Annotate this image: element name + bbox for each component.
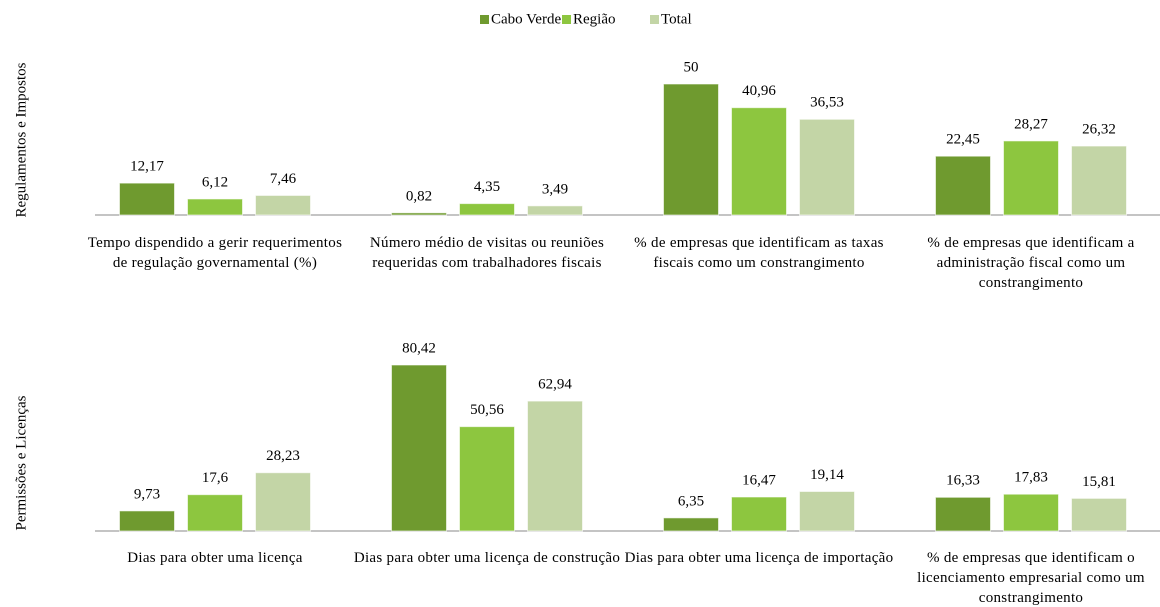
data-label: 62,94 bbox=[538, 377, 572, 393]
data-label: 22,45 bbox=[946, 132, 980, 148]
bar bbox=[799, 118, 855, 216]
bar bbox=[391, 364, 447, 532]
data-label: 0,82 bbox=[406, 188, 432, 204]
bar bbox=[1071, 145, 1127, 216]
x-tick-label: % de empresas que identificam as taxas f… bbox=[634, 235, 884, 271]
data-label: 80,42 bbox=[402, 340, 436, 356]
legend-label: Região bbox=[573, 11, 616, 27]
legend-label: Total bbox=[661, 11, 692, 27]
x-tick-label: % de empresas que identificam a administ… bbox=[927, 235, 1135, 291]
bar bbox=[527, 400, 583, 532]
x-tick-label: Tempo dispendido a gerir requerimentos d… bbox=[87, 235, 343, 271]
x-tick-label: Dias para obter uma licença de importaçã… bbox=[624, 550, 894, 566]
data-label: 50,56 bbox=[470, 402, 504, 418]
data-label: 6,12 bbox=[202, 174, 228, 190]
legend-swatch bbox=[562, 15, 571, 24]
bar bbox=[119, 182, 175, 216]
bar bbox=[663, 517, 719, 532]
data-label: 15,81 bbox=[1082, 474, 1116, 490]
x-tick-label: Número médio de visitas ou reuniões requ… bbox=[369, 235, 605, 271]
bar bbox=[255, 194, 311, 216]
data-label: 7,46 bbox=[270, 171, 297, 187]
bar bbox=[663, 83, 719, 216]
bar bbox=[187, 198, 243, 216]
x-tick-label: Dias para obter uma licença de construçã… bbox=[353, 550, 621, 566]
data-label: 4,35 bbox=[474, 179, 500, 195]
bar bbox=[935, 155, 991, 216]
data-label: 28,27 bbox=[1014, 116, 1048, 132]
bar bbox=[731, 496, 787, 532]
data-label: 12,17 bbox=[130, 159, 164, 175]
data-label: 9,73 bbox=[134, 486, 160, 502]
bar bbox=[799, 490, 855, 532]
data-label: 28,23 bbox=[266, 448, 300, 464]
legend-swatch bbox=[480, 15, 489, 24]
data-label: 16,33 bbox=[946, 473, 980, 489]
legend-label: Cabo Verde bbox=[491, 11, 561, 27]
x-tick-label: % de empresas que identificam o licencia… bbox=[917, 550, 1145, 606]
data-label: 16,47 bbox=[742, 472, 776, 488]
data-label: 36,53 bbox=[810, 95, 844, 111]
bar bbox=[119, 510, 175, 532]
bar bbox=[731, 107, 787, 216]
data-label: 19,14 bbox=[810, 467, 844, 483]
data-label: 3,49 bbox=[542, 181, 568, 197]
bar bbox=[459, 426, 515, 532]
bar bbox=[187, 494, 243, 532]
data-label: 26,32 bbox=[1082, 121, 1116, 137]
data-label: 40,96 bbox=[742, 83, 776, 99]
y-axis-label: Permissões e Licenças bbox=[13, 395, 29, 530]
data-label: 17,83 bbox=[1014, 470, 1048, 486]
bar bbox=[527, 205, 583, 216]
bar bbox=[1003, 493, 1059, 532]
bar bbox=[459, 203, 515, 216]
bar bbox=[935, 496, 991, 532]
data-label: 6,35 bbox=[678, 493, 704, 509]
legend-swatch bbox=[650, 15, 659, 24]
data-label: 17,6 bbox=[202, 470, 229, 486]
y-axis-label: Regulamentos e Impostos bbox=[13, 62, 29, 217]
bar bbox=[1003, 140, 1059, 216]
bar bbox=[255, 472, 311, 532]
x-tick-label: Dias para obter uma licença bbox=[127, 550, 303, 566]
data-label: 50 bbox=[684, 59, 699, 75]
bar bbox=[1071, 497, 1127, 532]
bar bbox=[391, 212, 447, 216]
